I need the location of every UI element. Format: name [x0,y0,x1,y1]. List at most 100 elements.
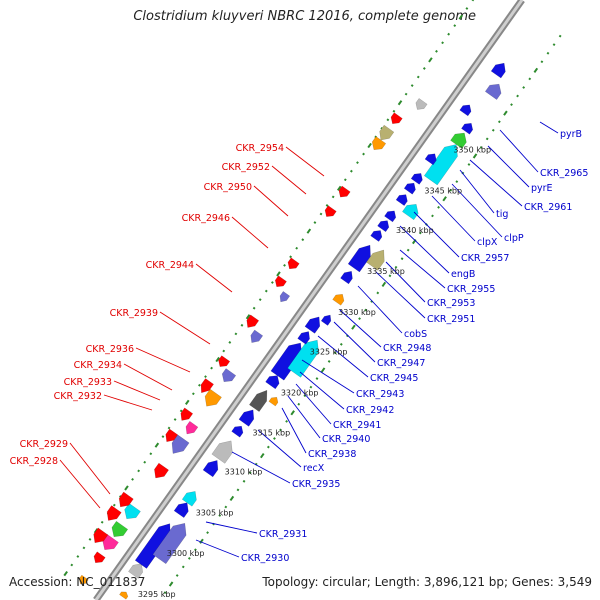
leader-line [113,380,161,401]
forward-gene-arrow [459,104,472,117]
tick-mark [441,41,444,45]
forward-gene-arrow [461,122,474,135]
leader-line [413,211,460,258]
forward-gene-arrow [152,522,187,565]
forward-gene-label: CKR_2941 [333,420,381,431]
reverse-gene-arrow [250,329,264,343]
forward-gene-label: CKR_2965 [540,168,588,179]
forward-gene-label: CKR_2953 [427,298,475,309]
scale-label: 3330 kbp [338,308,376,317]
leader-line [375,271,426,319]
forward-gene-label: CKR_2940 [322,434,370,445]
accession-text: Accession: NC_011837 [9,575,146,589]
reverse-gene-arrow [106,505,122,521]
forward-gene-label: CKR_2947 [377,358,425,369]
tick-mark [273,437,276,440]
leader-line [253,185,289,217]
reverse-gene-label: CKR_2954 [236,143,284,154]
forward-gene-arrow [173,502,189,519]
reverse-gene-arrow [165,428,179,443]
tick-mark [199,538,204,544]
scale-label: 3295 kbp [138,590,176,599]
reverse-gene-label: CKR_2929 [20,439,68,450]
tick-mark [297,402,301,406]
leader-line [123,363,173,391]
tick-mark [88,537,92,541]
tick-mark [558,34,562,38]
scale-label: 3340 kbp [396,226,434,235]
forward-gene-arrow [287,339,319,378]
tick-mark [143,460,147,464]
tick-mark [351,324,356,330]
forward-gene-arrow [384,210,397,223]
reverse-gene-arrow [154,462,169,479]
forward-gene-label: CKR_2955 [447,284,495,295]
tick-mark [222,349,226,353]
map-title: Clostridium kluyveri NBRC 12016, complet… [133,9,476,24]
tick-mark [290,410,295,416]
tick-mark [313,221,317,224]
tick-mark [224,505,228,509]
reverse-gene-arrow [185,420,199,435]
leader-line [231,216,269,249]
leader-line [69,442,111,495]
tick-mark [367,142,372,149]
forward-gene-arrow [249,389,268,413]
forward-gene-arrow [297,331,310,345]
tick-mark [455,180,459,184]
forward-gene-arrow [119,591,129,600]
leader-line [159,311,211,345]
leader-line [195,263,233,293]
tick-mark [528,77,532,81]
scale-label: 3350 kbp [453,146,491,155]
tick-mark [240,323,244,327]
leader-line [205,521,258,534]
forward-gene-arrow [403,182,416,195]
tick-mark [185,399,190,405]
reverse-gene-arrow [171,434,190,454]
tick-mark [350,169,353,173]
forward-gene-arrow [340,270,353,285]
forward-gene-arrow [128,563,143,579]
leader-line [281,407,307,454]
tick-mark [100,520,104,524]
tick-mark [248,471,252,475]
forward-gene-arrow [231,425,244,438]
tick-mark [491,128,495,132]
leader-line [539,121,559,134]
forward-gene-arrow [410,173,423,185]
leader-line [301,359,355,394]
tick-mark [418,231,422,235]
leader-line [287,395,321,439]
tick-mark [522,86,526,89]
tick-mark [364,308,368,312]
tick-mark [295,246,299,250]
tick-mark [276,271,281,277]
tick-mark [173,418,177,421]
tick-mark [435,49,438,53]
reverse-gene-arrow [93,551,106,564]
reverse-gene-arrow [279,291,291,303]
scale-label: 3315 kbp [252,428,290,437]
tick-mark [309,385,313,389]
tick-mark [168,581,174,587]
leader-line [195,539,240,558]
reverse-gene-arrow [111,520,129,537]
reverse-gene-arrow [118,491,134,508]
tick-mark [154,442,160,448]
backbone [93,0,525,600]
tick-mark [510,103,513,106]
tick-mark [258,298,262,302]
leader-line [339,309,382,348]
forward-gene-arrow [265,375,280,390]
leader-line [487,145,530,188]
tick-mark [437,205,440,209]
leader-line [285,146,325,177]
tick-mark [540,60,544,64]
reverse-gene-arrow [124,502,141,520]
forward-gene-arrow [424,153,437,166]
tick-mark [315,377,319,380]
leader-line [499,129,539,173]
tick-mark [319,212,323,216]
tick-mark [124,485,129,491]
